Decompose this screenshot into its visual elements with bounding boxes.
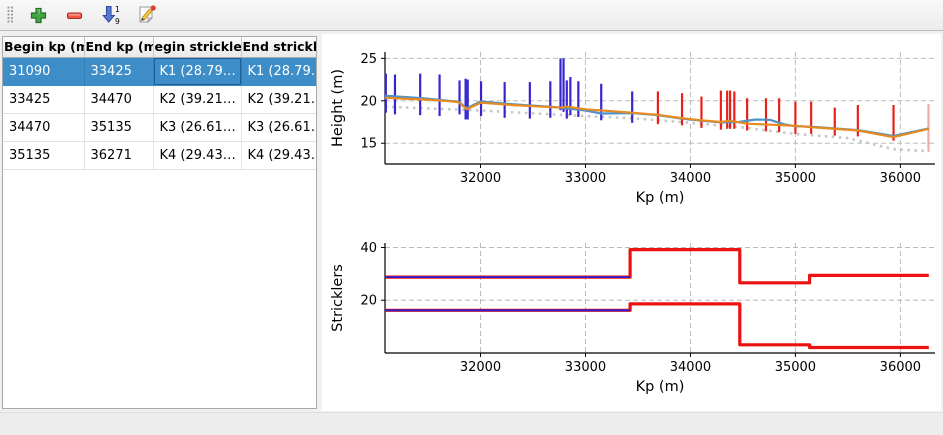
plus-icon (30, 7, 47, 23)
svg-text:34000: 34000 (670, 171, 711, 186)
svg-text:32000: 32000 (460, 171, 501, 186)
table-cell[interactable]: 31090 (3, 57, 85, 86)
table-cell[interactable]: 33425 (3, 85, 85, 114)
svg-text:15: 15 (360, 137, 377, 152)
edit-pencil-icon (139, 5, 156, 24)
svg-text:35000: 35000 (775, 360, 816, 375)
table-cell[interactable]: 34470 (3, 113, 85, 142)
remove-zone-button[interactable] (61, 3, 88, 28)
svg-text:34000: 34000 (670, 360, 711, 375)
col-header-begin-stricklers[interactable]: egin strickle (153, 37, 242, 58)
svg-text:Kp (m): Kp (m) (636, 190, 685, 206)
toolbar-drag-handle[interactable] (7, 6, 14, 24)
table-row[interactable]: 35135 36271 K4 (29.43… K4 (29.43… (3, 141, 316, 170)
svg-text:32000: 32000 (460, 360, 501, 375)
table-cell[interactable]: K1 (28.79… (153, 57, 242, 86)
zones-table: Begin kp (m) End kp (m) egin strickle En… (3, 37, 316, 170)
minus-icon (66, 11, 83, 19)
charts-panel: 32000 33000 34000 35000 36000 15 20 25 Kp (m) Hei… (322, 34, 941, 411)
table-row[interactable]: 33425 34470 K2 (39.21… K2 (39.21… (3, 85, 316, 114)
table-row[interactable]: 34470 35135 K3 (26.61… K3 (26.61… (3, 113, 316, 142)
table-cell[interactable]: 35135 (84, 113, 154, 142)
table-cell[interactable]: K3 (26.61… (241, 113, 316, 142)
svg-text:1: 1 (115, 5, 120, 14)
svg-text:36000: 36000 (880, 171, 921, 186)
stricklers-zones-table-panel: Begin kp (m) End kp (m) egin strickle En… (2, 36, 317, 409)
svg-text:9: 9 (115, 17, 120, 26)
svg-text:36000: 36000 (880, 360, 921, 375)
sort-rows-button[interactable]: 1 9 (97, 3, 124, 28)
sort-numeric-down-icon: 1 9 (101, 5, 120, 26)
table-cell[interactable]: K1 (28.79… (241, 57, 316, 86)
table-cell[interactable]: 36271 (84, 141, 154, 170)
col-header-begin-kp[interactable]: Begin kp (m) (3, 37, 85, 58)
col-header-end-stricklers[interactable]: End strickler (241, 37, 316, 58)
col-header-end-kp[interactable]: End kp (m) (84, 37, 154, 58)
svg-text:35000: 35000 (775, 171, 816, 186)
svg-text:40: 40 (360, 241, 377, 256)
svg-text:20: 20 (360, 94, 377, 109)
table-cell[interactable]: 34470 (84, 85, 154, 114)
edit-button[interactable] (133, 3, 160, 28)
status-bar (0, 412, 943, 435)
table-header-row: Begin kp (m) End kp (m) egin strickle En… (3, 37, 316, 58)
toolbar: 1 9 (0, 0, 943, 31)
table-cell[interactable]: K2 (39.21… (153, 85, 242, 114)
svg-text:20: 20 (360, 294, 377, 309)
table-cell[interactable]: 33425 (84, 57, 154, 86)
add-zone-button[interactable] (25, 3, 52, 28)
svg-text:25: 25 (360, 52, 377, 67)
table-row[interactable]: 31090 33425 K1 (28.79… K1 (28.79… (3, 57, 316, 86)
svg-text:Stricklers: Stricklers (330, 264, 346, 332)
svg-text:Height (m): Height (m) (330, 69, 346, 147)
svg-text:Kp (m): Kp (m) (636, 379, 685, 395)
svg-text:33000: 33000 (565, 360, 606, 375)
table-cell[interactable]: K4 (29.43… (241, 141, 316, 170)
svg-text:33000: 33000 (565, 171, 606, 186)
table-cell[interactable]: K4 (29.43… (153, 141, 242, 170)
table-cell[interactable]: K3 (26.61… (153, 113, 242, 142)
height-and-stricklers-charts[interactable]: 32000 33000 34000 35000 36000 15 20 25 Kp (m) Hei… (322, 34, 941, 411)
table-cell[interactable]: K2 (39.21… (241, 85, 316, 114)
table-cell[interactable]: 35135 (3, 141, 85, 170)
